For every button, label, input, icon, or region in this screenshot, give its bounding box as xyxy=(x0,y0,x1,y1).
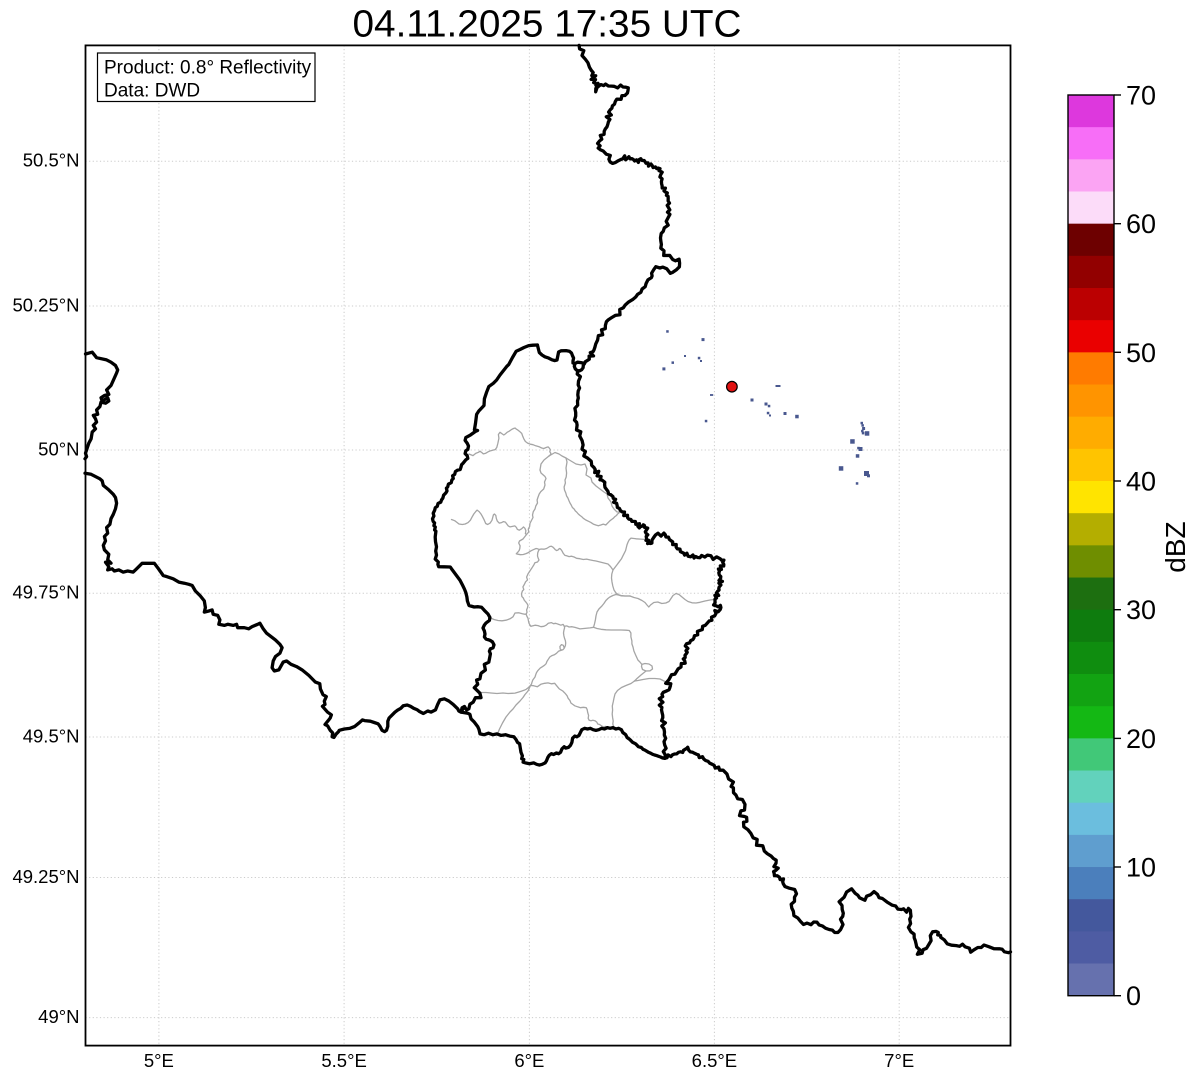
svg-text:6.5°E: 6.5°E xyxy=(692,1050,737,1071)
svg-text:20: 20 xyxy=(1126,724,1156,754)
svg-text:5.5°E: 5.5°E xyxy=(321,1050,366,1071)
svg-text:Data: DWD: Data: DWD xyxy=(104,80,200,101)
svg-text:10: 10 xyxy=(1126,853,1156,883)
svg-text:50°N: 50°N xyxy=(38,438,79,459)
svg-text:Product: 0.8° Reflectivity: Product: 0.8° Reflectivity xyxy=(104,57,312,78)
svg-text:50.25°N: 50.25°N xyxy=(12,294,79,315)
svg-text:0: 0 xyxy=(1126,981,1141,1011)
svg-text:5°E: 5°E xyxy=(144,1050,174,1071)
svg-text:49.5°N: 49.5°N xyxy=(23,725,80,746)
svg-text:dBZ: dBZ xyxy=(1160,521,1191,572)
svg-text:50: 50 xyxy=(1126,338,1156,368)
svg-text:30: 30 xyxy=(1126,595,1156,625)
svg-text:04.11.2025 17:35 UTC: 04.11.2025 17:35 UTC xyxy=(353,2,742,44)
svg-text:7°E: 7°E xyxy=(884,1050,914,1071)
svg-text:50.5°N: 50.5°N xyxy=(23,150,80,171)
svg-text:60: 60 xyxy=(1126,209,1156,239)
svg-text:40: 40 xyxy=(1126,467,1156,497)
svg-text:49.25°N: 49.25°N xyxy=(12,866,79,887)
svg-text:70: 70 xyxy=(1126,81,1156,111)
svg-text:49°N: 49°N xyxy=(38,1006,79,1027)
svg-text:6°E: 6°E xyxy=(514,1050,544,1071)
svg-text:49.75°N: 49.75°N xyxy=(12,582,79,603)
